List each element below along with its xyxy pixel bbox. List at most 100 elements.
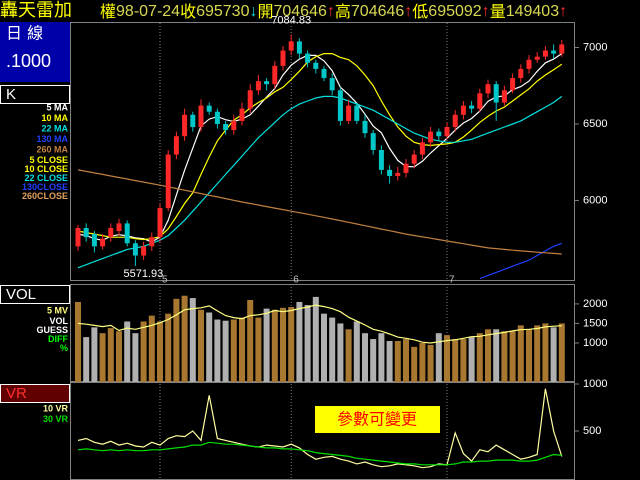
volume-bar [165, 313, 172, 382]
candle-body [149, 237, 155, 247]
candle-body [337, 90, 343, 121]
candle-body [321, 68, 327, 79]
candle-body [100, 238, 106, 247]
volume-bar [337, 323, 344, 382]
volume-bar [526, 329, 532, 382]
candle-body [428, 131, 434, 143]
candle-body [124, 223, 130, 244]
candle-body [395, 172, 401, 176]
candle-body [493, 84, 499, 103]
y-tick-label: 2000 [583, 298, 607, 310]
x-tick-label: 7 [449, 275, 455, 286]
panel-label-box [0, 384, 70, 403]
volume-bar [288, 307, 295, 382]
candle-body [91, 234, 97, 247]
legend-entry: GUESS [36, 325, 68, 335]
candle-body [231, 120, 237, 131]
legend-entry: 10 MA [41, 113, 68, 123]
volume-bar [468, 337, 475, 382]
candle-body [387, 169, 393, 176]
field-value: 149403 [506, 3, 559, 20]
volume-bar [124, 321, 131, 382]
panel-frame [70, 22, 575, 281]
volume-bar [321, 313, 327, 382]
legend-entry: VOL [49, 316, 68, 326]
candle-body [526, 59, 532, 69]
candle-body [190, 114, 196, 128]
candle-body [436, 131, 442, 137]
ma-line [77, 304, 562, 344]
candle-body [305, 53, 311, 63]
candle-body [223, 123, 229, 131]
candle-body [214, 111, 220, 124]
candle-body [362, 120, 368, 134]
field-label: 收 [180, 2, 196, 21]
volume-bar [263, 308, 270, 382]
candle-body [403, 163, 409, 173]
volume-bar [542, 323, 549, 382]
field-arrow: ↓ [249, 3, 257, 20]
candle-body [272, 65, 278, 85]
candle-body [116, 223, 122, 232]
y-tick-label: 1500 [583, 317, 607, 329]
field-arrow: ↑ [559, 3, 567, 20]
volume-bar [550, 327, 557, 382]
candle-body [485, 84, 491, 94]
y-tick-label: 1000 [583, 378, 607, 390]
legend-entry: 5 CLOSE [29, 155, 68, 165]
volume-bar [394, 341, 401, 382]
field-label: 高 [335, 2, 351, 21]
note: 參數可變更 [337, 410, 417, 429]
volume-bar [83, 337, 90, 382]
volume-bar [493, 329, 500, 382]
volume-bar [370, 339, 377, 382]
volume-bar [419, 342, 426, 382]
candle-body [518, 68, 524, 79]
note-box [315, 406, 440, 433]
volume-bar [304, 305, 311, 382]
legend-entry: 10 CLOSE [24, 164, 68, 174]
volume-bar [198, 309, 204, 382]
candle-body [157, 208, 163, 238]
legend-entry: 22 CLOSE [24, 173, 68, 183]
volume-bar [444, 335, 450, 382]
field-value: 98-07-24 [116, 3, 180, 20]
legend-entry: DIFF [48, 334, 68, 344]
y-tick-label: 7000 [583, 41, 607, 53]
volume-bar [411, 346, 418, 382]
volume-bar [345, 329, 352, 382]
x-tick-label: 5 [162, 275, 168, 286]
volume-bar [173, 298, 180, 382]
low-label: 5571.93 [124, 268, 164, 280]
header-title: 轟天雷加 [0, 0, 72, 21]
legend-entry: % [60, 343, 68, 353]
volume-bar [132, 333, 139, 382]
candle-body [551, 50, 557, 54]
y-tick-label: 6500 [583, 118, 607, 130]
candle-body [419, 142, 425, 155]
x-tick-label: 6 [293, 275, 299, 286]
volume-bar [501, 331, 508, 382]
field-arrow: ↑ [327, 3, 335, 20]
y-tick-label: 1000 [583, 337, 607, 349]
candle-body [182, 114, 188, 137]
field-arrow: ↑ [404, 3, 412, 20]
field-value: 704646 [273, 3, 326, 20]
candle-body [75, 227, 81, 247]
candle-body [346, 105, 352, 121]
candle-body [534, 56, 540, 60]
candle-body [132, 243, 138, 256]
volume-bar [435, 333, 442, 382]
field-label: 量 [490, 2, 506, 21]
candle-body [329, 78, 335, 91]
candle-body [83, 227, 89, 238]
high-label: 7084.83 [271, 14, 311, 26]
field-arrow: ↑ [482, 3, 490, 20]
panel-label: K [6, 86, 16, 103]
candle-body [108, 227, 114, 238]
legend-entry: 30 VR [43, 414, 69, 424]
volume-bar [206, 312, 213, 382]
legend-entry: 260CLOSE [22, 191, 68, 201]
ma-line [77, 53, 563, 243]
